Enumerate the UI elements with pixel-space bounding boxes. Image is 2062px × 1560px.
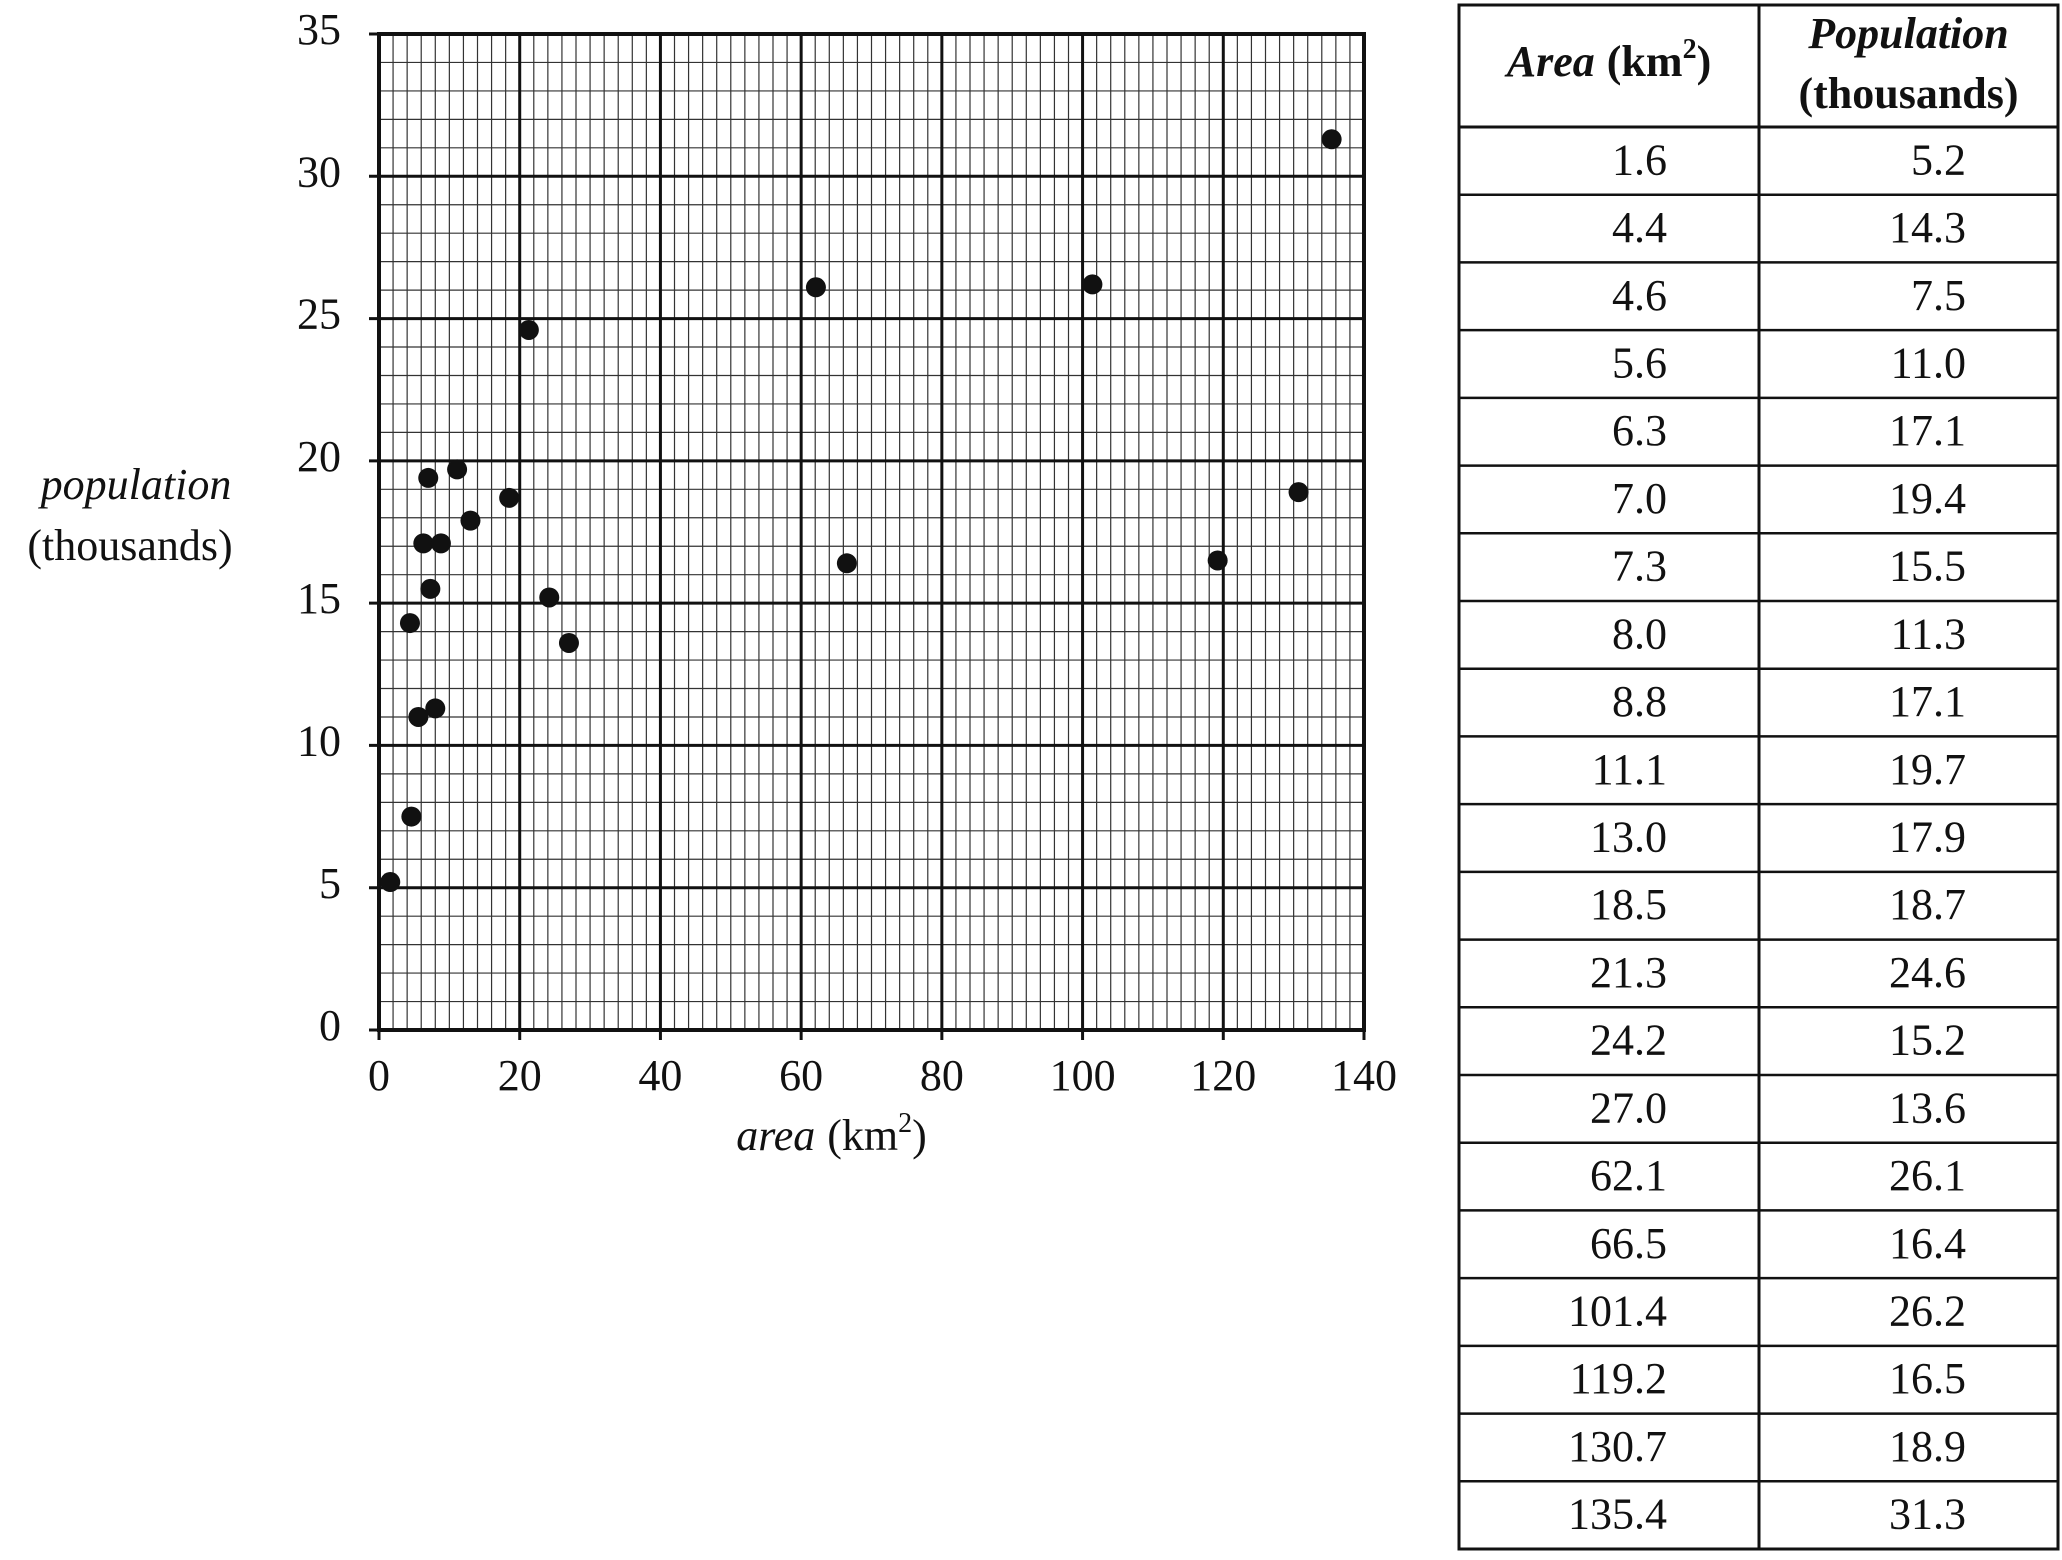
table-cell: 13.0 [1590,812,1667,861]
x-axis-label-name: area [736,1111,815,1160]
x-axis-label-unit: (km [827,1111,898,1160]
data-point [1207,550,1228,571]
y-axis-label: (thousands) [27,521,232,570]
table-cell: 130.7 [1568,1422,1667,1471]
data-point [399,613,420,634]
table-cell: 119.2 [1570,1354,1667,1403]
data-point [401,806,422,827]
table-cell: 17.9 [1889,812,1966,861]
table-cell: 21.3 [1590,948,1667,997]
table-cell: 7.5 [1911,271,1966,320]
table-cell: 11.3 [1891,609,1966,658]
data-point [499,487,520,508]
data-point [558,632,579,653]
header-power: 2 [1683,34,1697,65]
table-cell: 5.2 [1911,135,1966,184]
table-cell: 31.3 [1889,1490,1966,1539]
table-cell: 5.6 [1612,338,1667,387]
table-cell: 11.0 [1891,338,1966,387]
table-cell: 18.5 [1590,880,1667,929]
x-tick-label: 60 [779,1051,823,1100]
data-point [836,553,857,574]
x-axis-label-power: 2 [898,1108,912,1139]
x-axis-label-close: ) [912,1111,927,1160]
x-axis-label: area (km2) [736,1108,927,1160]
table-header: Population [1807,9,2009,58]
table-cell: 27.0 [1590,1083,1667,1132]
table-cell: 6.3 [1612,406,1667,455]
data-point [425,698,446,719]
table-cell: 7.3 [1612,542,1667,591]
table-cell: 11.1 [1592,745,1667,794]
table-cell: 24.2 [1590,1016,1667,1065]
data-point [1082,274,1103,295]
plot-frame [377,32,1366,1032]
table-cell: 26.1 [1889,1151,1966,1200]
data-point [460,510,481,531]
data-point [1288,482,1309,503]
y-axis-label: population [38,460,232,509]
y-tick-label: 30 [297,147,341,196]
table-cell: 16.5 [1889,1354,1966,1403]
table-header: Area (km2) [1504,34,1711,86]
x-tick-label: 80 [920,1051,964,1100]
data-point [380,872,401,893]
table-cell: 101.4 [1568,1286,1667,1335]
data-point [518,319,539,340]
y-tick-label: 15 [297,574,341,623]
x-tick-label: 20 [498,1051,542,1100]
table-cell: 13.6 [1889,1083,1966,1132]
data-point [430,533,451,554]
header-name: Area [1504,37,1595,86]
table-cell: 66.5 [1590,1219,1667,1268]
table-cell: 16.4 [1889,1219,1966,1268]
x-tick-label: 120 [1190,1051,1256,1100]
header-unit: (km [1607,37,1683,86]
table-cell: 4.6 [1612,271,1667,320]
x-tick-label: 40 [638,1051,682,1100]
y-tick-label: 5 [319,859,341,908]
table-cell: 7.0 [1612,474,1667,523]
x-tick-label: 140 [1331,1051,1397,1100]
data-point [418,467,439,488]
table-cell: 24.6 [1889,948,1966,997]
data-point [413,533,434,554]
table-cell: 17.1 [1889,677,1966,726]
table-cell: 15.5 [1889,542,1966,591]
table-cell: 15.2 [1889,1016,1966,1065]
table-cell: 62.1 [1590,1151,1667,1200]
table-cell: 18.9 [1889,1422,1966,1471]
table-cell: 14.3 [1889,203,1966,252]
y-tick-label: 35 [297,5,341,54]
table-cell: 8.8 [1612,677,1667,726]
y-tick-label: 25 [297,290,341,339]
data-point [420,578,441,599]
x-tick-label: 0 [368,1051,390,1100]
data-point [805,277,826,298]
table-cell: 17.1 [1889,406,1966,455]
table-cell: 8.0 [1612,609,1667,658]
header-close: ) [1697,37,1712,86]
data-point [1321,129,1342,150]
table-cell: 4.4 [1612,203,1667,252]
data-point [408,706,429,727]
table-header: (thousands) [1798,69,2018,118]
data-point [539,587,560,608]
x-tick-label: 100 [1050,1051,1116,1100]
table-cell: 18.7 [1889,880,1966,929]
table-cell: 19.4 [1889,474,1966,523]
y-tick-label: 20 [297,432,341,481]
table-cell: 26.2 [1889,1286,1966,1335]
y-tick-label: 10 [297,717,341,766]
table-cell: 135.4 [1568,1490,1667,1539]
data-point [447,459,468,480]
y-tick-label: 0 [319,1001,341,1050]
table-cell: 1.6 [1612,135,1667,184]
table-cell: 19.7 [1889,745,1966,794]
